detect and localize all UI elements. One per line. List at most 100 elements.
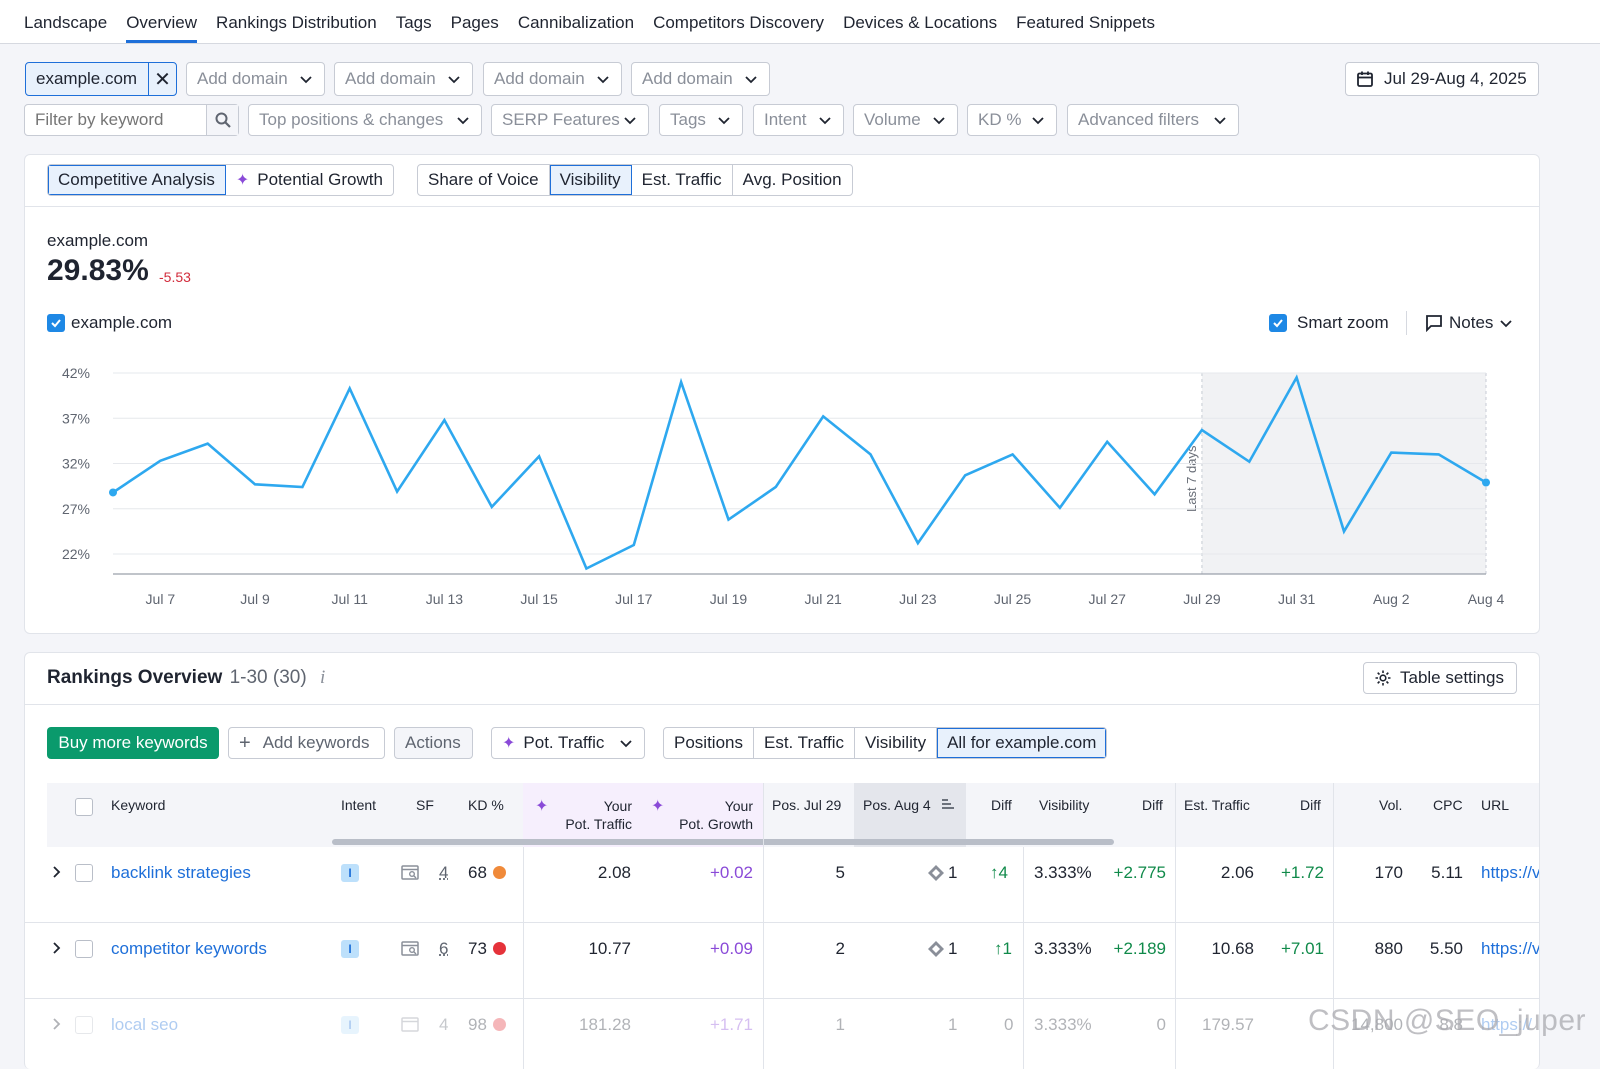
chevron-right-icon[interactable] bbox=[51, 940, 63, 961]
filter-kd[interactable]: KD % bbox=[967, 104, 1057, 136]
buy-more-keywords-button[interactable]: Buy more keywords bbox=[47, 727, 219, 759]
th-intent[interactable]: Intent bbox=[341, 797, 377, 813]
legend-item[interactable]: example.com bbox=[47, 313, 172, 333]
comment-icon bbox=[1425, 314, 1443, 332]
sf-count[interactable]: 6 bbox=[439, 939, 449, 958]
tab-devices-locations[interactable]: Devices & Locations bbox=[843, 13, 998, 32]
info-icon[interactable]: i bbox=[319, 667, 326, 688]
actions-button[interactable]: Actions bbox=[394, 727, 473, 759]
add-domain-dropdown-2[interactable]: Add domain bbox=[334, 62, 473, 96]
th-cpc[interactable]: CPC bbox=[1433, 797, 1463, 813]
tab-cannibalization[interactable]: Cannibalization bbox=[517, 13, 635, 32]
th-kd[interactable]: KD % bbox=[468, 797, 504, 813]
horizontal-scrollbar[interactable] bbox=[332, 839, 1114, 845]
view-tab-positions[interactable]: Positions bbox=[664, 728, 754, 758]
sort-icon[interactable] bbox=[940, 797, 956, 816]
filter-advanced[interactable]: Advanced filters bbox=[1067, 104, 1239, 136]
table-settings-button[interactable]: Table settings bbox=[1363, 662, 1517, 694]
gear-icon bbox=[1374, 669, 1392, 687]
tab-rankings-distribution[interactable]: Rankings Distribution bbox=[216, 13, 377, 32]
domain-chip-label: example.com bbox=[36, 69, 138, 88]
th-vol[interactable]: Vol. bbox=[1379, 797, 1403, 813]
view-tab-est-traffic[interactable]: Est. Traffic bbox=[754, 728, 855, 758]
sf-count[interactable]: 4 bbox=[439, 863, 449, 882]
filter-label: SERP Features bbox=[502, 110, 620, 129]
add-domain-label: Add domain bbox=[642, 69, 733, 88]
th-sf[interactable]: SF bbox=[416, 797, 434, 813]
tab-overview[interactable]: Overview bbox=[126, 0, 198, 43]
sf-count[interactable]: 4 bbox=[439, 1015, 449, 1034]
chevron-right-icon[interactable] bbox=[51, 1016, 63, 1037]
date-range-picker[interactable]: Jul 29-Aug 4, 2025 bbox=[1345, 62, 1539, 96]
smart-zoom-toggle[interactable]: Smart zoom bbox=[1269, 313, 1389, 333]
y-tick-label: 22% bbox=[62, 546, 90, 562]
table-row[interactable] bbox=[24, 847, 1539, 923]
url-link[interactable]: https:// bbox=[1481, 1015, 1533, 1034]
keyword-link[interactable]: local seo bbox=[111, 1015, 179, 1034]
th-keyword[interactable]: Keyword bbox=[111, 797, 166, 813]
th-pot-growth[interactable]: Your Pot. Growth bbox=[673, 797, 753, 833]
tab-share-of-voice[interactable]: Share of Voice bbox=[418, 165, 550, 195]
x-tick-label: Jul 17 bbox=[615, 591, 653, 607]
row-checkbox[interactable] bbox=[75, 864, 93, 882]
keyword-link[interactable]: competitor keywords bbox=[111, 939, 267, 958]
filter-tags[interactable]: Tags bbox=[659, 104, 743, 136]
table-row[interactable]: local seo I 4 98 181.28 +1.71 1 1 0 3.33… bbox=[24, 999, 1539, 1069]
th-visibility[interactable]: Visibility bbox=[1039, 797, 1090, 813]
x-tick-label: Jul 29 bbox=[1183, 591, 1221, 607]
th-pos-aug4[interactable]: Pos. Aug 4 bbox=[863, 797, 931, 813]
tab-visibility[interactable]: Visibility bbox=[549, 165, 632, 195]
x-tick-label: Jul 21 bbox=[804, 591, 842, 607]
tab-pages[interactable]: Pages bbox=[450, 13, 499, 32]
search-icon[interactable] bbox=[206, 105, 238, 135]
th-traffic-diff[interactable]: Diff bbox=[1300, 797, 1321, 813]
url-link[interactable]: https://v bbox=[1481, 863, 1539, 882]
visibility-diff: +2.775 bbox=[1113, 863, 1166, 882]
th-vis-diff[interactable]: Diff bbox=[1142, 797, 1163, 813]
view-tab-visibility[interactable]: Visibility bbox=[855, 728, 938, 758]
tab-featured-snippets[interactable]: Featured Snippets bbox=[1016, 13, 1156, 32]
keyword-link[interactable]: backlink strategies bbox=[111, 863, 251, 882]
filter-label: Top positions & changes bbox=[259, 110, 444, 129]
x-tick-label: Jul 11 bbox=[332, 591, 369, 607]
tab-landscape[interactable]: Landscape bbox=[24, 13, 108, 32]
th-pot-traffic[interactable]: Your Pot. Traffic bbox=[560, 797, 632, 833]
filter-serp-features[interactable]: SERP Features bbox=[491, 104, 649, 136]
chevron-right-icon[interactable] bbox=[51, 864, 63, 885]
pot-traffic-dropdown[interactable]: ✦ Pot. Traffic bbox=[491, 727, 645, 759]
domain-chip-primary[interactable]: example.com ✕ bbox=[25, 62, 177, 96]
row-checkbox[interactable] bbox=[75, 1016, 93, 1034]
select-all-checkbox[interactable] bbox=[75, 798, 93, 816]
y-tick-label: 32% bbox=[62, 456, 90, 472]
volume-value: 14,800 bbox=[1351, 1015, 1403, 1034]
kd-value: 98 bbox=[468, 1015, 506, 1035]
column-divider bbox=[763, 783, 764, 1069]
tab-est-traffic[interactable]: Est. Traffic bbox=[632, 165, 733, 195]
url-link[interactable]: https://v bbox=[1481, 939, 1539, 958]
table-row[interactable] bbox=[24, 923, 1539, 999]
serp-feature-icon bbox=[401, 1017, 419, 1038]
view-tab-all[interactable]: All for example.com bbox=[937, 728, 1107, 758]
row-checkbox[interactable] bbox=[75, 940, 93, 958]
keyword-filter-input[interactable] bbox=[25, 105, 206, 135]
add-domain-dropdown-4[interactable]: Add domain bbox=[631, 62, 770, 96]
th-diff[interactable]: Diff bbox=[991, 797, 1012, 813]
filter-top-positions[interactable]: Top positions & changes bbox=[248, 104, 482, 136]
filter-volume[interactable]: Volume bbox=[853, 104, 958, 136]
tab-tags[interactable]: Tags bbox=[395, 13, 432, 32]
notes-dropdown[interactable]: Notes bbox=[1425, 313, 1513, 333]
tab-avg-position[interactable]: Avg. Position bbox=[742, 170, 842, 189]
add-domain-dropdown-1[interactable]: Add domain bbox=[186, 62, 325, 96]
th-pos-jul29[interactable]: Pos. Jul 29 bbox=[772, 797, 842, 813]
th-est-traffic[interactable]: Est. Traffic bbox=[1184, 797, 1250, 813]
remove-domain-icon[interactable]: ✕ bbox=[148, 63, 176, 95]
tab-competitors-discovery[interactable]: Competitors Discovery bbox=[653, 13, 825, 32]
cpc-value: 5.11 bbox=[1431, 863, 1463, 882]
filter-intent[interactable]: Intent bbox=[753, 104, 844, 136]
add-keywords-button[interactable]: + Add keywords bbox=[228, 727, 385, 759]
th-url[interactable]: URL bbox=[1481, 797, 1510, 813]
tab-competitive-analysis[interactable]: Competitive Analysis bbox=[48, 165, 226, 195]
tab-potential-growth[interactable]: ✦ Potential Growth bbox=[226, 165, 393, 195]
x-tick-label: Jul 9 bbox=[240, 591, 270, 607]
add-domain-dropdown-3[interactable]: Add domain bbox=[483, 62, 622, 96]
